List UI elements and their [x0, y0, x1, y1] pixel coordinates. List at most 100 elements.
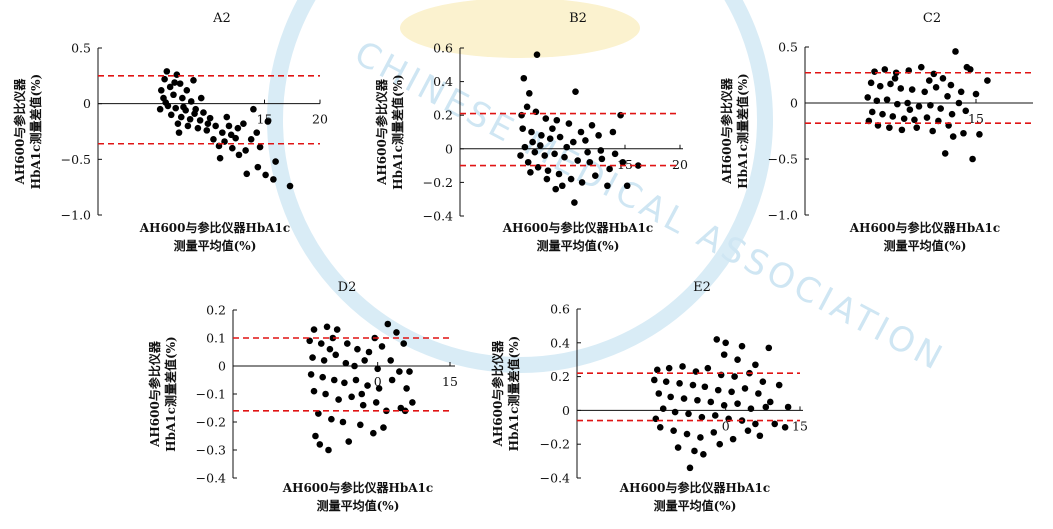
data-point [157, 87, 165, 94]
x-tick-label: 20 [312, 112, 328, 127]
data-point [223, 113, 231, 121]
data-point [396, 368, 403, 375]
data-point [537, 142, 544, 149]
data-point [166, 83, 174, 91]
data-point [984, 77, 991, 84]
data-point [738, 342, 746, 350]
data-point [747, 405, 755, 413]
data-point [176, 80, 184, 87]
data-point [358, 390, 366, 398]
data-point [354, 345, 361, 353]
data-point [406, 368, 413, 375]
data-point [976, 131, 983, 138]
data-point [552, 185, 559, 193]
data-point [944, 92, 951, 100]
data-point [544, 167, 552, 174]
data-point [927, 101, 934, 109]
data-point [316, 441, 324, 448]
data-point [317, 340, 325, 347]
data-point [365, 348, 373, 356]
y-axis-label-line1: AH600与参比仪器 [12, 78, 27, 186]
y-tick-label: 0.2 [206, 303, 226, 318]
panel-title: D2 [338, 280, 357, 295]
data-point [619, 158, 627, 166]
data-point [894, 100, 901, 108]
panel-title: E2 [693, 280, 711, 295]
data-point [171, 79, 178, 86]
y-tick-label: 0 [445, 141, 453, 156]
data-point [700, 451, 707, 458]
data-point [939, 75, 947, 82]
data-point [689, 381, 697, 389]
data-point [200, 109, 207, 116]
data-point [348, 393, 355, 401]
y-tick-label: −0.4 [423, 209, 453, 224]
data-point [528, 128, 535, 136]
data-point [584, 148, 591, 156]
data-point [906, 106, 914, 114]
data-point [752, 361, 759, 369]
data-point [923, 114, 931, 121]
data-point [357, 421, 364, 429]
x-axis-label-line1: AH600与参比仪器HbA1c [282, 480, 433, 495]
x-axis-label-line1: AH600与参比仪器HbA1c [139, 220, 290, 235]
data-point [929, 127, 936, 135]
data-point [722, 339, 729, 347]
data-point [676, 380, 683, 387]
data-point [701, 383, 709, 391]
y-axis-label-line2: HbA1c测量差值(%) [28, 74, 43, 189]
data-point [655, 390, 663, 397]
data-point [765, 344, 773, 352]
data-point [716, 440, 724, 448]
data-point [659, 405, 667, 413]
data-point [578, 179, 586, 186]
x-axis-label-line1: AH600与参比仪器HbA1c [849, 220, 1000, 235]
data-point [868, 108, 876, 116]
data-point [665, 364, 673, 372]
data-point [310, 326, 318, 333]
data-point [577, 128, 585, 136]
data-point [781, 424, 789, 431]
data-point [521, 143, 529, 151]
data-point [651, 376, 658, 384]
data-point [948, 110, 956, 118]
y-tick-label: −0.2 [423, 175, 453, 190]
data-point [881, 66, 889, 73]
data-point [250, 105, 257, 113]
data-point [242, 147, 249, 154]
data-point [972, 90, 980, 98]
data-point [653, 366, 661, 374]
y-tick-label: −1.0 [61, 208, 91, 223]
data-point [691, 447, 698, 455]
data-point [163, 68, 171, 75]
data-point [570, 138, 577, 146]
y-tick-label: 0 [83, 96, 91, 111]
data-point [930, 70, 938, 78]
x-axis-label-line2: 测量平均值(%) [317, 498, 400, 513]
data-point [886, 124, 893, 131]
y-tick-label: −0.2 [196, 415, 226, 430]
data-point [671, 408, 679, 416]
panel-title: A2 [212, 11, 231, 26]
data-point [319, 373, 326, 381]
data-point [206, 114, 214, 122]
data-point [341, 379, 348, 387]
data-point [871, 68, 878, 75]
data-point [755, 390, 762, 397]
data-point [756, 432, 764, 440]
data-point [180, 103, 187, 111]
data-point [359, 401, 367, 409]
data-point [546, 135, 554, 143]
data-point [586, 158, 594, 166]
data-point [243, 170, 251, 178]
data-point [683, 430, 691, 438]
data-point [272, 158, 279, 165]
data-point [517, 152, 524, 159]
data-point [670, 427, 677, 434]
data-point [190, 76, 197, 84]
data-point [204, 120, 212, 128]
data-point [529, 138, 536, 146]
